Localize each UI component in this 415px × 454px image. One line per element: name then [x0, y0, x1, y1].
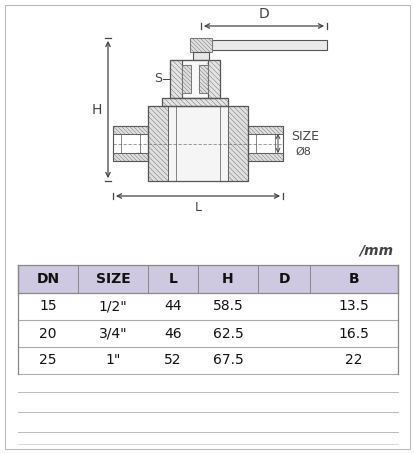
Bar: [248, 126, 283, 134]
Text: SIZE: SIZE: [291, 129, 319, 143]
Text: 52: 52: [164, 354, 182, 367]
Bar: [170, 60, 183, 98]
Text: 58.5: 58.5: [212, 300, 243, 314]
Bar: [212, 40, 327, 50]
Bar: [182, 65, 191, 93]
Text: /mm: /mm: [359, 244, 393, 258]
Text: DN: DN: [37, 272, 60, 286]
Text: 1": 1": [105, 354, 121, 367]
Text: 16.5: 16.5: [339, 326, 369, 340]
Bar: [256, 134, 275, 153]
Text: 1/2": 1/2": [99, 300, 127, 314]
Text: 13.5: 13.5: [339, 300, 369, 314]
Bar: [113, 126, 148, 134]
Bar: [162, 98, 228, 106]
Text: H: H: [222, 272, 234, 286]
Bar: [18, 265, 398, 293]
Bar: [190, 38, 212, 52]
Text: 3/4": 3/4": [99, 326, 127, 340]
Text: 44: 44: [164, 300, 182, 314]
Text: B: B: [349, 272, 359, 286]
Text: 20: 20: [39, 326, 57, 340]
Bar: [121, 134, 140, 153]
Bar: [168, 106, 228, 181]
Bar: [170, 60, 220, 98]
Bar: [248, 126, 283, 161]
Text: Ø8: Ø8: [295, 147, 311, 157]
Text: 25: 25: [39, 354, 57, 367]
Text: L: L: [168, 272, 178, 286]
Bar: [193, 52, 209, 60]
Text: 15: 15: [39, 300, 57, 314]
Text: 46: 46: [164, 326, 182, 340]
Text: 67.5: 67.5: [212, 354, 243, 367]
Bar: [113, 153, 148, 161]
Bar: [148, 106, 168, 181]
Bar: [113, 126, 148, 161]
Text: 62.5: 62.5: [212, 326, 243, 340]
Text: S: S: [154, 73, 162, 85]
Bar: [162, 98, 228, 106]
Bar: [248, 153, 283, 161]
Bar: [228, 106, 248, 181]
Text: SIZE: SIZE: [95, 272, 130, 286]
Text: D: D: [278, 272, 290, 286]
Text: L: L: [195, 201, 202, 214]
Text: 22: 22: [345, 354, 363, 367]
Bar: [199, 65, 208, 93]
Bar: [182, 60, 208, 98]
Text: D: D: [259, 7, 269, 21]
Text: H: H: [92, 103, 102, 117]
Bar: [148, 106, 248, 181]
Bar: [207, 60, 220, 98]
